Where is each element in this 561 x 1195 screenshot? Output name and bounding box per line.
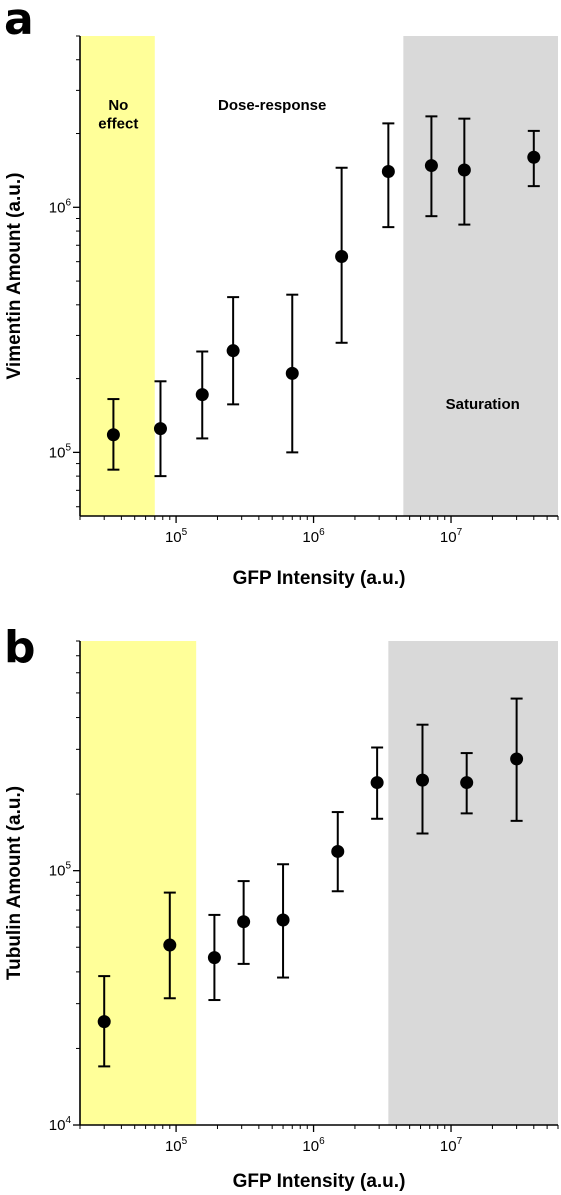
- data-point: [285, 366, 299, 380]
- chart-panel-b: b 105 106 107 104 105 GFP Intensity (a.u.) Tubu…: [4, 622, 559, 1192]
- y-tick-label: 105: [49, 861, 72, 880]
- chart-panel-a: a 105 106 107 105 106 GFP Intensity (a.u.) Vime…: [4, 0, 559, 589]
- data-point-group: [276, 863, 290, 979]
- panel-letter: a: [4, 0, 34, 45]
- data-point: [153, 422, 167, 436]
- data-point: [195, 388, 209, 402]
- region-gray: [388, 641, 558, 1125]
- data-point-group: [195, 350, 209, 440]
- data-point: [457, 163, 471, 177]
- data-point: [510, 752, 524, 766]
- annotation: Saturation: [446, 396, 520, 413]
- y-tick-label: 106: [49, 197, 72, 216]
- data-point: [163, 938, 177, 952]
- x-tick-label: 105: [165, 1136, 188, 1155]
- y-tick-label: 104: [49, 1115, 72, 1134]
- data-point-group: [207, 913, 221, 1002]
- data-point-group: [226, 296, 240, 406]
- region-gray: [403, 36, 558, 516]
- data-point: [460, 776, 474, 790]
- x-axis-title: GFP Intensity (a.u.): [233, 568, 406, 589]
- annotation: No effect: [98, 97, 138, 133]
- data-point-group: [153, 380, 167, 478]
- x-tick-label: 107: [440, 527, 463, 546]
- data-point: [331, 844, 345, 858]
- data-point-group: [381, 122, 395, 229]
- region-yellow: [80, 641, 197, 1125]
- x-tick-label: 106: [302, 527, 325, 546]
- annotation: Dose-response: [218, 97, 326, 114]
- y-tick-label: 105: [49, 442, 72, 461]
- data-point-group: [510, 697, 524, 822]
- x-tick-label: 106: [302, 1136, 325, 1155]
- data-point: [97, 1015, 111, 1029]
- data-point: [226, 344, 240, 358]
- data-point: [237, 915, 251, 929]
- data-point-group: [424, 115, 438, 218]
- panel-letter: b: [4, 622, 36, 673]
- data-point-group: [527, 129, 541, 188]
- data-point-group: [237, 880, 251, 965]
- data-point-group: [415, 723, 429, 835]
- data-point-group: [97, 975, 111, 1068]
- data-point: [106, 428, 120, 442]
- data-point: [415, 773, 429, 787]
- data-point-group: [457, 117, 471, 226]
- data-point-group: [460, 752, 474, 815]
- data-point: [207, 951, 221, 965]
- data-point: [381, 164, 395, 178]
- data-point: [276, 913, 290, 927]
- x-tick-label: 105: [165, 527, 188, 546]
- data-point: [335, 249, 349, 263]
- data-point-group: [285, 293, 299, 454]
- x-axis-title: GFP Intensity (a.u.): [233, 1171, 406, 1192]
- data-point: [370, 776, 384, 790]
- data-point: [527, 150, 541, 164]
- data-point: [424, 159, 438, 173]
- data-point-group: [163, 891, 177, 1000]
- data-point-group: [370, 746, 384, 820]
- data-point-group: [106, 398, 120, 471]
- x-tick-label: 107: [440, 1136, 463, 1155]
- data-point-group: [335, 166, 349, 344]
- data-point-group: [331, 811, 345, 893]
- y-axis-title: Vimentin Amount (a.u.): [4, 173, 25, 380]
- y-axis-title: Tubulin Amount (a.u.): [4, 786, 25, 980]
